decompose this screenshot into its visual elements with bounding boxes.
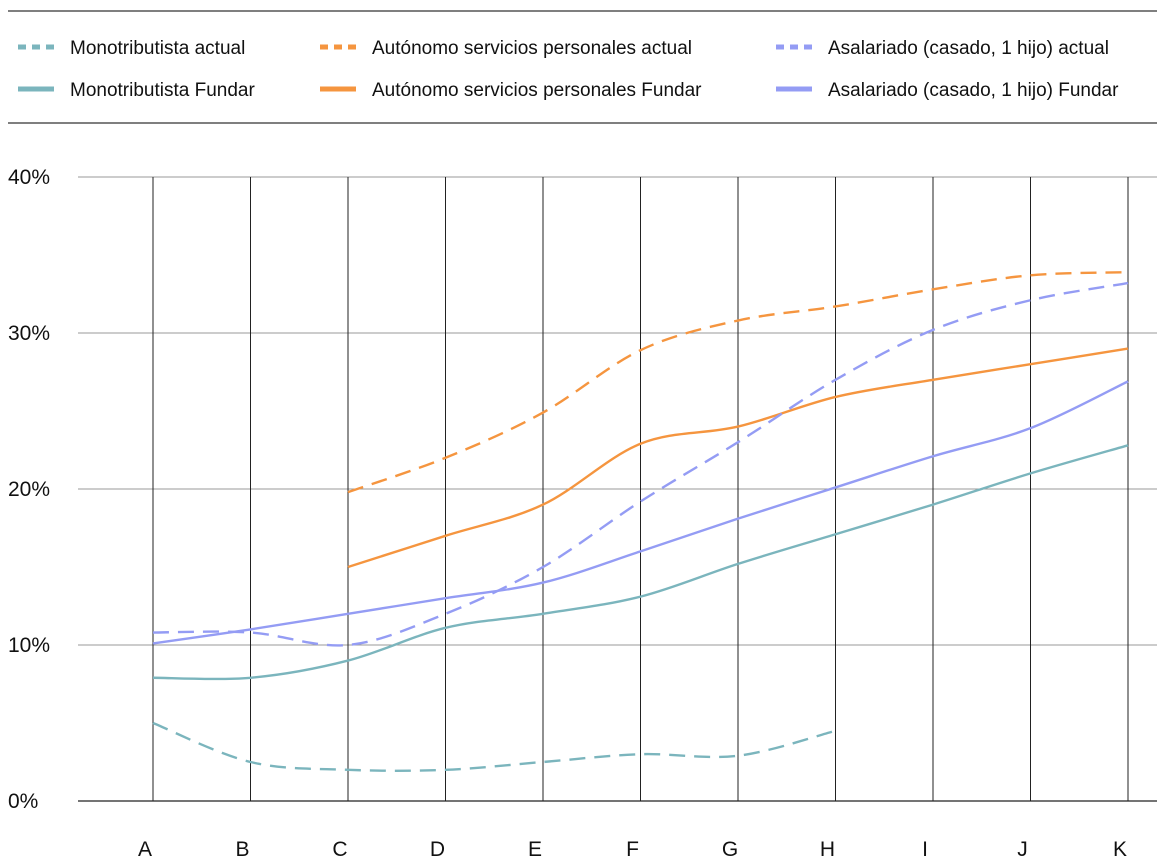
y-tick-label: 30% — [8, 322, 50, 345]
y-tick-label: 40% — [8, 166, 50, 189]
series-lines — [152, 270, 1129, 772]
series-line-autonomo-servicios-personales-fundar — [347, 347, 1129, 569]
x-tick-label: B — [235, 838, 249, 861]
x-tick-label: I — [922, 838, 928, 861]
legend-label-autonomo-servicios-personales-fundar: Autónomo servicios personales Fundar — [372, 80, 702, 101]
series-line-monotributista-actual — [152, 721, 836, 772]
legend: Monotributista actual Monotributista Fund… — [18, 38, 1119, 101]
y-tick-label: 10% — [8, 634, 50, 657]
y-axis-ticks: 0% 10% 20% 30% 40% — [8, 166, 50, 813]
series-line-asalariado-casado-1-hijo-actual — [152, 281, 1129, 647]
y-tick-label: 0% — [8, 790, 38, 813]
x-tick-label: K — [1113, 838, 1127, 861]
x-tick-label: J — [1017, 838, 1028, 861]
grid — [78, 176, 1157, 801]
x-tick-label: H — [820, 838, 835, 861]
x-tick-label: G — [722, 838, 738, 861]
legend-label-asalariado-casado-1-hijo-fundar: Asalariado (casado, 1 hijo) Fundar — [828, 80, 1119, 101]
series-line-asalariado-casado-1-hijo-fundar — [152, 380, 1129, 645]
x-tick-label: C — [332, 838, 347, 861]
x-tick-label: F — [626, 838, 639, 861]
x-axis-ticks: A B C D E F G H I J K — [138, 838, 1127, 861]
y-tick-label: 20% — [8, 478, 50, 501]
x-tick-label: D — [430, 838, 445, 861]
series-line-monotributista-fundar — [152, 444, 1129, 681]
legend-label-monotributista-fundar: Monotributista Fundar — [70, 80, 255, 101]
legend-label-asalariado-casado-1-hijo-actual: Asalariado (casado, 1 hijo) actual — [828, 38, 1109, 59]
legend-label-monotributista-actual: Monotributista actual — [70, 38, 245, 59]
x-tick-label: A — [138, 838, 152, 861]
x-tick-label: E — [528, 838, 542, 861]
series-line-autonomo-servicios-personales-actual — [347, 270, 1129, 494]
legend-label-autonomo-servicios-personales-actual: Autónomo servicios personales actual — [372, 38, 692, 59]
